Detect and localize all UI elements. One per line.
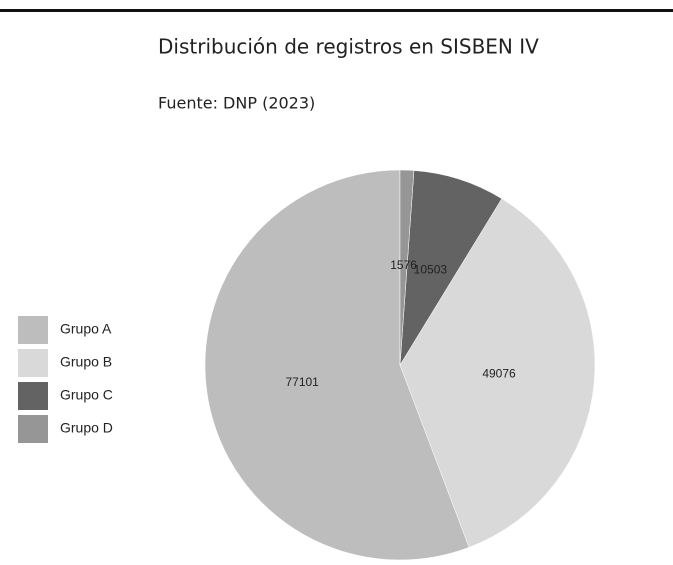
legend-swatch (18, 382, 48, 410)
value-label: 77101 (285, 375, 319, 389)
legend-swatch (18, 415, 48, 443)
pie-slice (399, 169, 415, 366)
chart-subtitle: Fuente: DNP (2023) (158, 94, 315, 113)
pie-slice (399, 198, 596, 548)
legend-swatch (18, 349, 48, 377)
value-label: 49076 (482, 366, 516, 380)
top-rule (0, 9, 673, 12)
legend-label: Grupo A (60, 321, 112, 337)
value-label: 1576 (390, 258, 417, 272)
legend-label: Grupo B (60, 354, 112, 370)
legend-label: Grupo C (60, 387, 113, 403)
value-label: 10503 (414, 262, 448, 276)
pie-slice (204, 169, 470, 561)
legend-label: Grupo D (60, 420, 113, 436)
legend-swatch (18, 316, 48, 344)
chart-title: Distribución de registros en SISBEN IV (158, 35, 539, 59)
